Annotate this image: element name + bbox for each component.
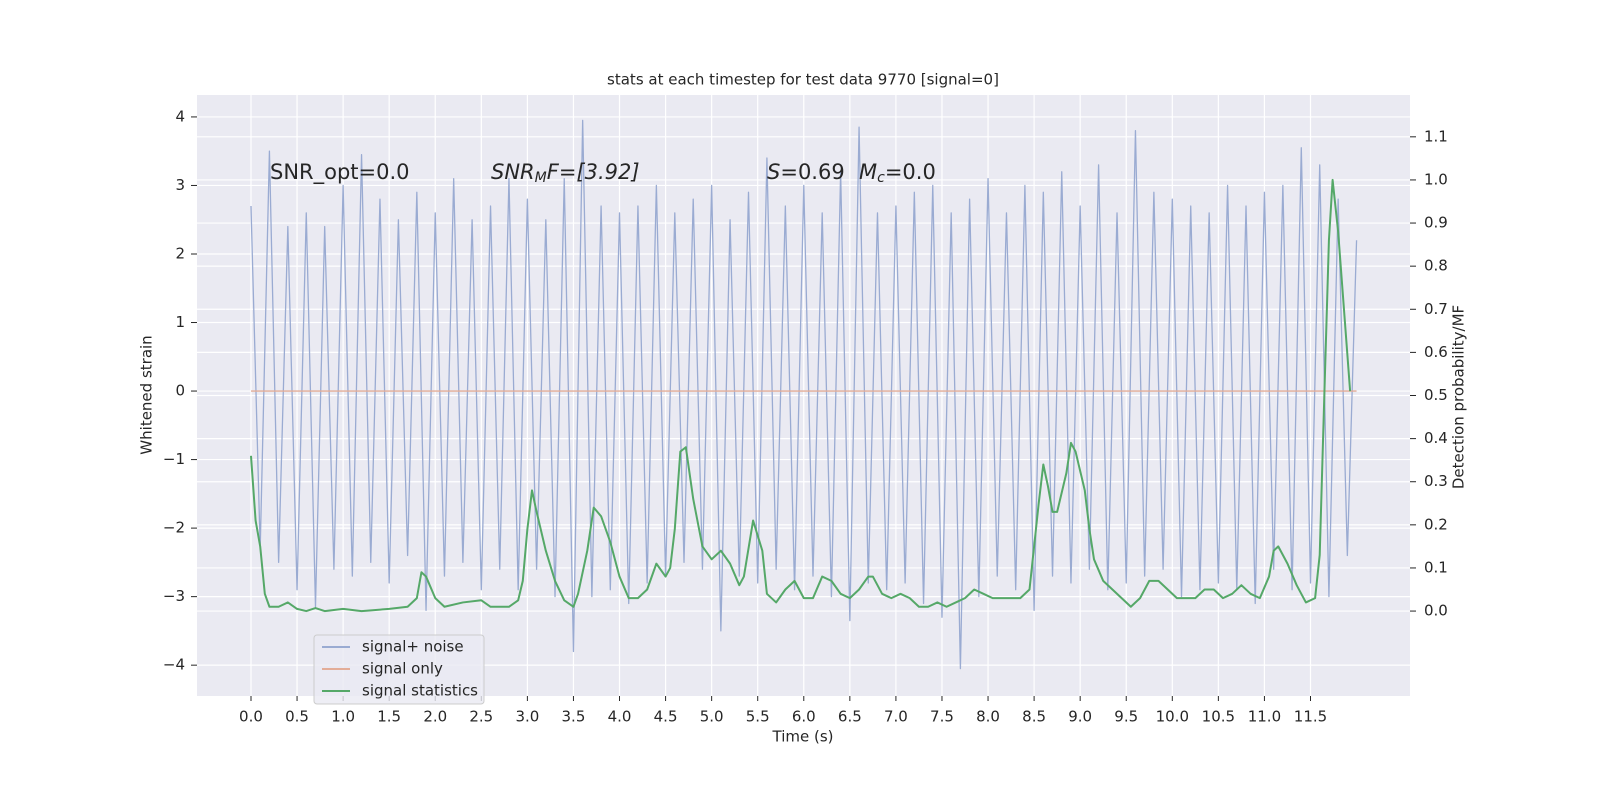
x-tick-label: 3.5 xyxy=(562,708,586,726)
legend-label: signal only xyxy=(362,660,443,678)
annotation: S=0.69 xyxy=(767,160,845,184)
annotation-sub: M xyxy=(535,170,547,186)
x-tick-label: 7.5 xyxy=(930,708,954,726)
legend-box xyxy=(313,634,485,705)
y-tick-label: −3 xyxy=(163,587,185,605)
x-tick-label: 5.0 xyxy=(700,708,724,726)
y-tick-label: 4 xyxy=(175,107,185,125)
y2-tick-label: 0.2 xyxy=(1424,515,1448,533)
y-tick-label: −2 xyxy=(163,519,185,537)
x-tick-label: 2.5 xyxy=(469,708,493,726)
annotation: Mc=0.0 xyxy=(859,160,936,186)
legend-label: signal+ noise xyxy=(362,638,464,656)
y-tick-label: 1 xyxy=(175,313,185,331)
x-tick-label: 2.0 xyxy=(423,708,447,726)
y-tick-label: 3 xyxy=(175,176,185,194)
x-tick-label: 10.0 xyxy=(1156,708,1189,726)
annotation-base: M xyxy=(859,160,877,184)
annotation: SNRMF=[3.92] xyxy=(491,160,640,186)
x-tick-label: 6.5 xyxy=(838,708,862,726)
x-tick-label: 5.5 xyxy=(746,708,770,726)
x-axis-label: Time (s) xyxy=(772,728,834,746)
x-tick-label: 3.0 xyxy=(515,708,539,726)
x-tick-label: 11.0 xyxy=(1248,708,1281,726)
x-tick-label: 11.5 xyxy=(1294,708,1327,726)
annotation: SNR_opt=0.0 xyxy=(270,160,410,185)
y-tick-label: 2 xyxy=(175,244,185,262)
y2-tick-label: 1.0 xyxy=(1424,170,1448,188)
x-tick-label: 10.5 xyxy=(1202,708,1235,726)
x-tick-label: 9.5 xyxy=(1114,708,1138,726)
annotation-tail: =0.0 xyxy=(885,160,936,184)
y-axis-label: Whitened strain xyxy=(138,335,156,454)
x-tick-label: 0.0 xyxy=(239,708,263,726)
y2-tick-label: 1.1 xyxy=(1424,127,1448,145)
x-tick-label: 4.5 xyxy=(654,708,678,726)
y2-tick-label: 0.8 xyxy=(1424,257,1448,275)
annotation-base: SNR_opt=0.0 xyxy=(270,160,410,185)
y2-tick-label: 0.5 xyxy=(1424,386,1448,404)
x-tick-label: 9.0 xyxy=(1068,708,1092,726)
y-tick-label: −1 xyxy=(163,450,185,468)
y2-tick-label: 0.0 xyxy=(1424,602,1448,620)
chart-title: stats at each timestep for test data 977… xyxy=(607,71,999,89)
x-tick-label: 0.5 xyxy=(285,708,309,726)
y-tick-label: 0 xyxy=(175,382,185,400)
x-tick-label: 7.0 xyxy=(884,708,908,726)
y-tick-label: −4 xyxy=(163,656,185,674)
y2-tick-label: 0.9 xyxy=(1424,214,1448,232)
y2-axis-label: Detection probability/MF xyxy=(1450,305,1468,489)
x-tick-label: 8.0 xyxy=(976,708,1000,726)
legend-label: signal statistics xyxy=(362,682,478,700)
y2-tick-label: 0.6 xyxy=(1424,343,1448,361)
series-line xyxy=(249,178,1352,613)
annotation-tail: F=[3.92] xyxy=(547,160,640,184)
x-tick-label: 1.5 xyxy=(377,708,401,726)
y2-tick-label: 0.3 xyxy=(1424,472,1448,490)
annotation-sub: c xyxy=(877,170,885,186)
annotation-base: SNR xyxy=(491,160,535,184)
annotation-base: S xyxy=(767,160,780,184)
x-tick-label: 4.0 xyxy=(608,708,632,726)
y2-tick-label: 0.4 xyxy=(1424,429,1448,447)
x-tick-label: 8.5 xyxy=(1022,708,1046,726)
annotation-tail: =0.69 xyxy=(780,160,844,184)
y2-tick-label: 0.1 xyxy=(1424,558,1448,576)
series-line xyxy=(250,119,1358,670)
x-tick-label: 1.0 xyxy=(331,708,355,726)
y2-tick-label: 0.7 xyxy=(1424,300,1448,318)
x-tick-label: 6.0 xyxy=(792,708,816,726)
